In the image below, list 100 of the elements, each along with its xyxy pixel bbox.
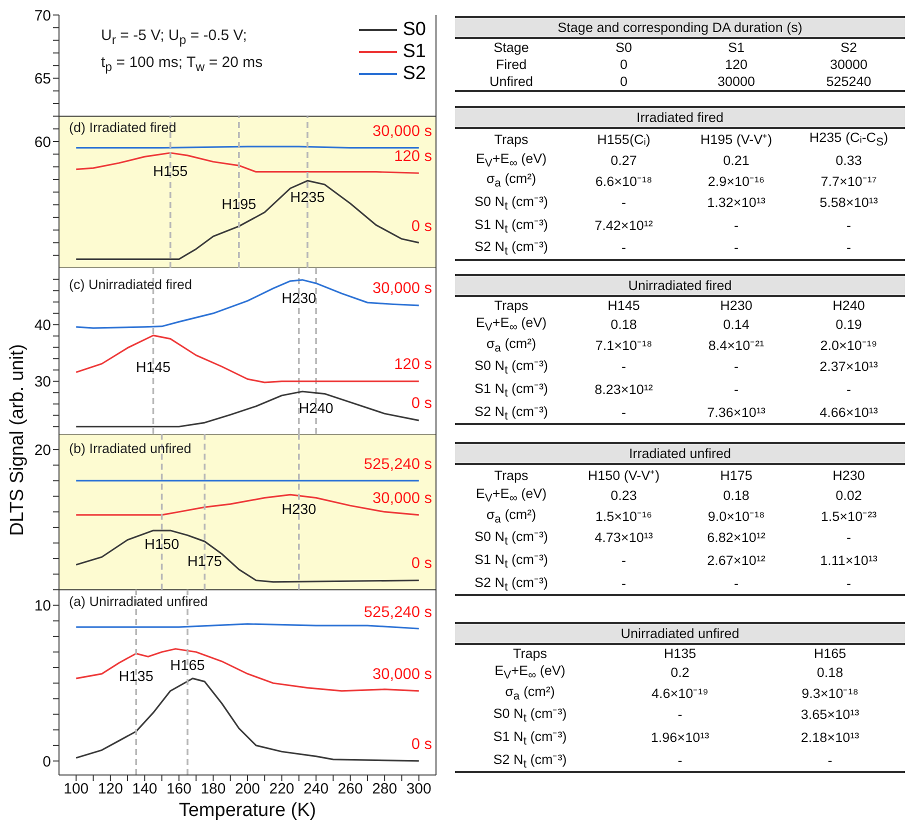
text: Traps: [494, 132, 528, 147]
text: S0 N$_{t}$ (cm⁻³): [474, 529, 548, 548]
text: 5.58×10¹³: [820, 194, 878, 210]
x-tick-label: 100: [64, 780, 89, 798]
text: Stage: [494, 40, 529, 55]
text: -: [622, 552, 626, 568]
x-tick-label: 180: [200, 780, 226, 798]
annotation: H240: [298, 401, 334, 418]
text: Unfired: [489, 74, 534, 89]
annotation: 30,000 s: [372, 122, 432, 141]
text: S0 N$_{t}$ (cm⁻³): [474, 194, 548, 213]
text: Traps: [494, 468, 528, 482]
text: Stage and corresponding DA duration (s): [455, 17, 905, 38]
text: 6.6×10⁻¹⁸: [595, 174, 652, 189]
y-tick-label: 70: [34, 7, 51, 24]
annotation: 120 s: [394, 356, 432, 374]
text: S1 N$_{t}$ (cm⁻³): [474, 381, 548, 400]
annotation: H155: [153, 164, 188, 180]
annotation: 30,000 s: [372, 666, 432, 684]
text: 0.18: [723, 488, 750, 503]
text: H235 (Cᵢ-C$_{S}$): [809, 130, 888, 149]
text: S1 N$_{t}$ (cm⁻³): [474, 216, 548, 236]
text: 2.0×10⁻¹⁹: [820, 338, 878, 354]
text: -: [622, 194, 626, 210]
annotation: (a) Unirradiated unfired: [69, 594, 208, 609]
annotation: t$_{p}$ = 100 ms; T$_{w}$ = 20 ms: [101, 54, 263, 74]
text: 525240: [826, 74, 872, 89]
text: S1: [728, 40, 744, 55]
text: 2.67×10¹²: [707, 552, 766, 568]
text: H240: [832, 298, 865, 313]
text: -: [846, 530, 851, 546]
annotation: 0 s: [411, 555, 432, 574]
text: Unirradiated fired: [455, 275, 905, 296]
text: 1.5×10⁻¹⁶: [595, 509, 652, 524]
text: S2 N$_{t}$ (cm⁻³): [474, 404, 548, 422]
annotation: H165: [170, 658, 205, 674]
text: E$_{V}$+E$_{∞}$ (eV): [476, 150, 547, 170]
text: -: [846, 218, 851, 233]
text: 6.82×10¹²: [707, 530, 766, 546]
y-tick-label: 10: [34, 598, 51, 615]
text: 4.66×10¹³: [820, 404, 878, 420]
annotation: 0 s: [411, 736, 432, 754]
text: -: [734, 576, 738, 591]
text: -: [846, 382, 851, 397]
text: σ$_{a}$ (cm²): [505, 684, 555, 702]
y-tick-label: 20: [34, 442, 51, 459]
annotation: U$_{r}$ = -5 V; U$_{p}$ = -0.5 V;: [101, 27, 247, 47]
text: 2.18×10¹³: [800, 730, 860, 745]
annotation: H145: [136, 360, 171, 376]
text: Irradiated fired: [455, 107, 905, 128]
text: H150 (V-V⁺): [588, 468, 660, 483]
y-tick-label: 60: [34, 134, 51, 151]
y-tick-label: 0: [42, 753, 51, 770]
annotation: 0 s: [411, 218, 432, 236]
annotation: 525,240 s: [364, 456, 432, 474]
text: S2 N$_{t}$ (cm⁻³): [474, 239, 548, 258]
text: 0.27: [610, 152, 637, 168]
text: -: [678, 752, 682, 768]
annotation: H175: [187, 554, 222, 570]
annotation: 525,240 s: [364, 604, 432, 622]
text: H230: [720, 298, 752, 313]
text: 4.6×10⁻¹⁹: [652, 686, 708, 702]
text: S1 N$_{t}$ (cm⁻³): [474, 552, 548, 571]
x-tick-label: 260: [338, 780, 363, 798]
text: -: [734, 359, 738, 374]
x-tick-label: 280: [372, 780, 398, 798]
text: 0: [620, 57, 628, 72]
text: 1.5×10⁻²³: [820, 509, 877, 524]
text: 120: [724, 57, 748, 72]
x-tick-label: 300: [406, 780, 432, 798]
annotation: H150: [144, 536, 180, 553]
legend-label: S2: [402, 63, 426, 85]
text: 0.2: [670, 664, 690, 680]
legend-label: S0: [402, 19, 426, 41]
text: -: [734, 382, 738, 397]
text: 2.9×10⁻¹⁶: [708, 174, 765, 189]
text: 7.1×10⁻¹⁸: [595, 338, 652, 354]
text: S0 N$_{t}$ (cm⁻³): [474, 358, 548, 378]
text: S2: [840, 40, 857, 55]
text: E$_{V}$+E$_{∞}$ (eV): [476, 486, 547, 505]
text: Irradiated unfired: [455, 443, 905, 464]
text: 1.32×10¹³: [707, 194, 766, 210]
text: 0: [620, 74, 628, 89]
y-tick-label: 40: [34, 316, 51, 334]
text: H165: [814, 646, 846, 661]
text: σ$_{a}$ (cm²): [486, 171, 536, 190]
text: H145: [608, 298, 640, 313]
text: -: [622, 404, 626, 420]
text: 0.18: [610, 316, 637, 332]
text: 9.0×10⁻¹⁸: [708, 509, 765, 524]
annotation: (b) Irradiated unfired: [69, 441, 192, 456]
text: -: [622, 359, 626, 374]
annotation: 30,000 s: [372, 280, 432, 298]
text: 0.14: [723, 316, 750, 332]
x-tick-label: 120: [98, 780, 123, 798]
text: 0.19: [836, 316, 862, 332]
x-tick-label: 140: [132, 780, 158, 798]
text: 0.23: [610, 488, 637, 503]
text: 0.33: [836, 152, 862, 168]
text: 0.02: [836, 488, 862, 503]
